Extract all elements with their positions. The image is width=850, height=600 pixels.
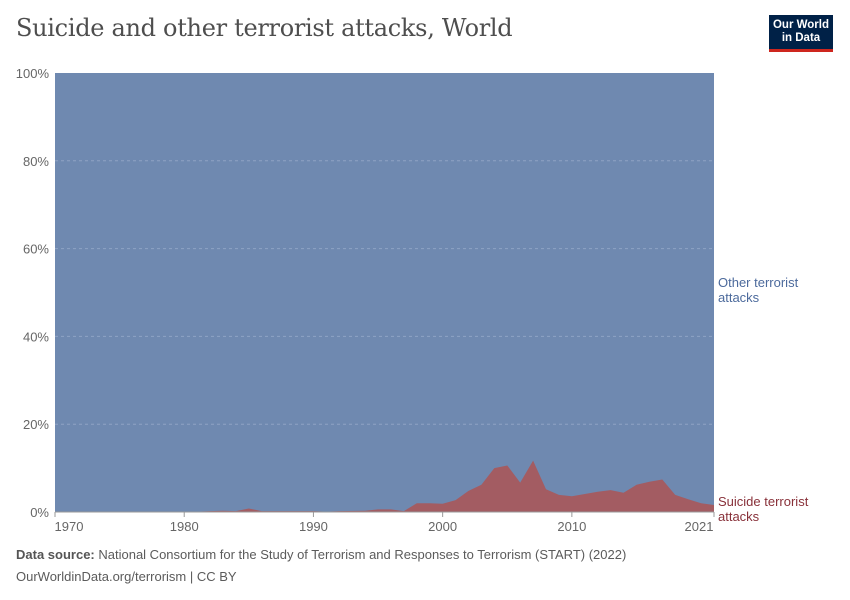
legend-other-attacks: Other terrorist attacks bbox=[718, 275, 799, 305]
y-tick-label: 40% bbox=[23, 329, 49, 344]
chart-title: Suicide and other terrorist attacks, Wor… bbox=[16, 14, 513, 42]
owid-logo[interactable]: Our World in Data bbox=[769, 15, 833, 52]
footer-link[interactable]: OurWorldinData.org/terrorism | CC BY bbox=[16, 569, 237, 584]
y-tick-label: 0% bbox=[30, 505, 49, 520]
x-tick-label: 2021 bbox=[685, 519, 714, 534]
x-tick-label: 1970 bbox=[55, 519, 84, 534]
y-tick-label: 20% bbox=[23, 417, 49, 432]
source-label: Data source: bbox=[16, 547, 95, 562]
y-tick-label: 80% bbox=[23, 154, 49, 169]
x-tick-label: 1980 bbox=[170, 519, 199, 534]
suicide-attacks-area bbox=[55, 460, 714, 512]
data-source: Data source: National Consortium for the… bbox=[16, 547, 626, 562]
x-tick-label: 2000 bbox=[428, 519, 457, 534]
y-tick-label: 100% bbox=[16, 66, 50, 81]
legend-suicide-attacks: Suicide terrorist attacks bbox=[718, 494, 809, 524]
other-attacks-area bbox=[55, 73, 714, 512]
source-text: National Consortium for the Study of Ter… bbox=[98, 547, 627, 562]
x-tick-label: 2010 bbox=[557, 519, 586, 534]
x-tick-label: 1990 bbox=[299, 519, 328, 534]
y-tick-label: 60% bbox=[23, 242, 49, 257]
